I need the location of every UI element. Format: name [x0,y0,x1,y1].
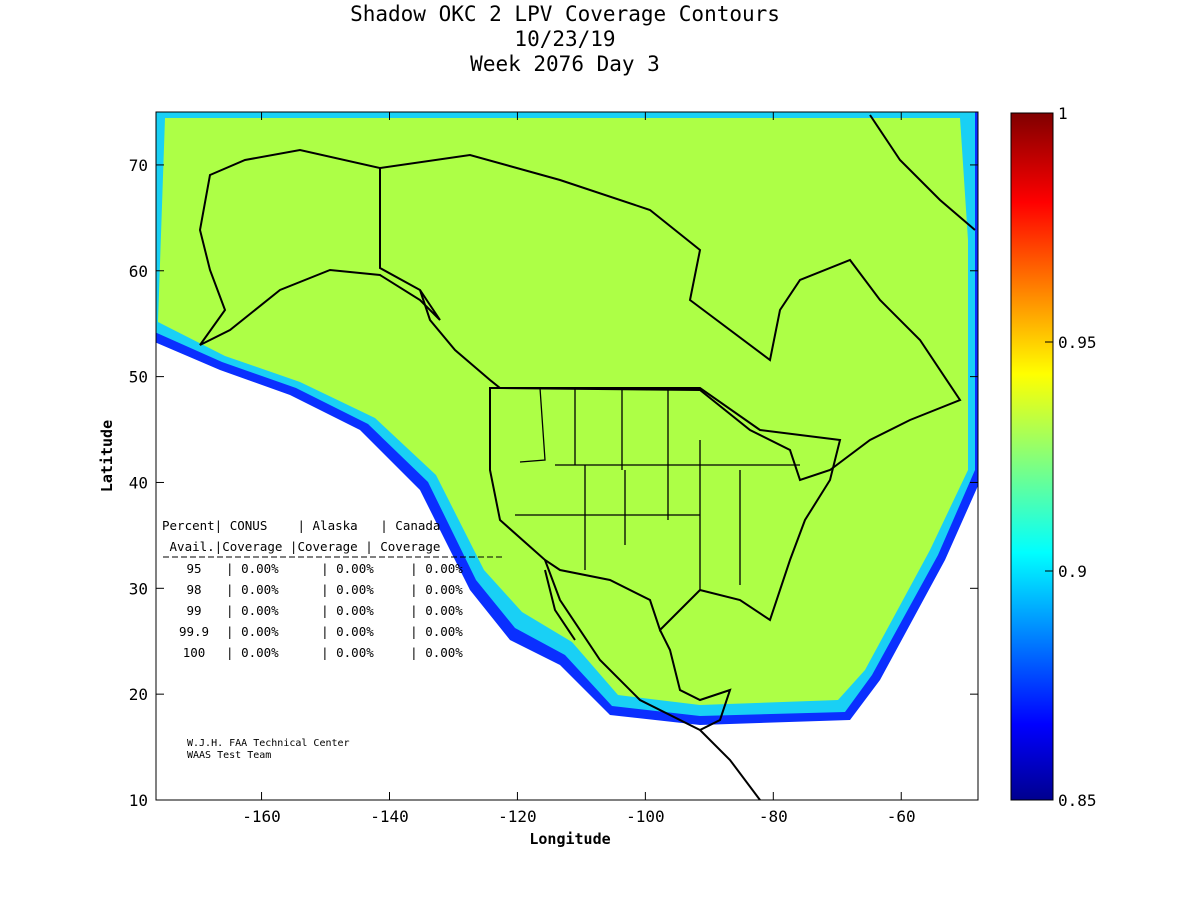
table-separator: | [410,582,426,597]
y-tick-label: 10 [129,791,148,810]
table-separator: | [226,582,242,597]
table-row: 100 | 0.00% | 0.00% | 0.00% [162,645,495,660]
table-separator: | [321,603,337,618]
table-separator: | [226,561,242,576]
table-cell-alaska: 0.00% [336,582,374,597]
table-separator: | [410,624,426,639]
table-cell-conus: 0.00% [241,582,279,597]
y-axis-label: Latitude [98,420,116,492]
table-cell-avail: 95 [186,561,202,576]
y-tick-label: 60 [129,262,148,281]
table-cell-canada: 0.00% [425,603,463,618]
table-cell-avail: 100 [182,645,206,660]
colorbar-tick-label: 0.95 [1058,333,1097,352]
table-separator: | [410,561,426,576]
table-cell-alaska: 0.00% [336,561,374,576]
table-cell-alaska: 0.00% [336,624,374,639]
colorbar-tick-label: 0.85 [1058,791,1097,810]
table-separator: | [321,624,337,639]
credit-line-1: W.J.H. FAA Technical Center [187,738,350,749]
chart-title-line-2: 10/23/19 [514,27,616,51]
table-separator: | [226,603,242,618]
table-cell-canada: 0.00% [425,561,463,576]
y-tick-label: 50 [129,368,148,387]
table-separator: | [321,582,337,597]
x-axis-label: Longitude [529,830,610,848]
colorbar-ticks: 0.85 0.9 0.95 1 [1045,104,1097,810]
table-cell-avail: 99 [186,603,202,618]
y-tick-label: 20 [129,685,148,704]
table-cell-conus: 0.00% [241,603,279,618]
coverage-main [158,118,968,705]
credit-line-2: WAAS Test Team [187,750,272,761]
state-borders [515,387,800,590]
plot-frame [155,111,979,801]
colorbar-tick-label: 1 [1058,104,1068,123]
table-separator: | [226,624,242,639]
table-cell-canada: 0.00% [425,645,463,660]
coverage-map [156,112,978,800]
table-cell-conus: 0.00% [241,645,279,660]
table-separator: | [410,645,426,660]
table-header-2: Avail.|Coverage |Coverage | Coverage [162,539,441,554]
table-cell-conus: 0.00% [241,561,279,576]
x-tick-label: -60 [887,807,916,826]
x-tick-label: -120 [498,807,537,826]
x-tick-label: -160 [242,807,281,826]
table-cell-canada: 0.00% [425,582,463,597]
table-row: 98 | 0.00% | 0.00% | 0.00% [162,582,495,597]
table-cell-avail: 99.9 [178,624,210,639]
colorbar-tick-label: 0.9 [1058,562,1087,581]
table-separator: | [321,561,337,576]
table-cell-canada: 0.00% [425,624,463,639]
table-cell-conus: 0.00% [241,624,279,639]
table-cell-alaska: 0.00% [336,603,374,618]
y-tick-label: 30 [129,579,148,598]
table-cell-avail: 98 [186,582,202,597]
chart-title-line-3: Week 2076 Day 3 [470,52,660,76]
greenland-outline [869,114,976,231]
y-tick-label: 40 [129,473,148,492]
central-america-outline [699,729,761,800]
axis-ticks: -160 -140 -120 -100 -80 -60 10 20 30 40 50 60 70 [129,112,978,826]
x-tick-label: -140 [370,807,409,826]
table-separator: | [226,645,242,660]
colorbar [1010,112,1054,801]
table-row: 99.9 | 0.00% | 0.00% | 0.00% [162,624,495,639]
alaska-outline [198,148,441,346]
table-cell-alaska: 0.00% [336,645,374,660]
mexico-outline [544,559,732,732]
chart-title-line-1: Shadow OKC 2 LPV Coverage Contours [350,2,780,26]
x-tick-label: -100 [626,807,665,826]
table-row: 99 | 0.00% | 0.00% | 0.00% [162,603,495,618]
table-header-1: Percent| CONUS | Alaska | Canada [162,518,441,533]
table-separator: | [410,603,426,618]
baja-outline [544,569,576,641]
x-tick-label: -80 [759,807,788,826]
table-separator: | [321,645,337,660]
table-row: 95 | 0.00% | 0.00% | 0.00% [162,561,495,576]
y-tick-label: 70 [129,156,148,175]
